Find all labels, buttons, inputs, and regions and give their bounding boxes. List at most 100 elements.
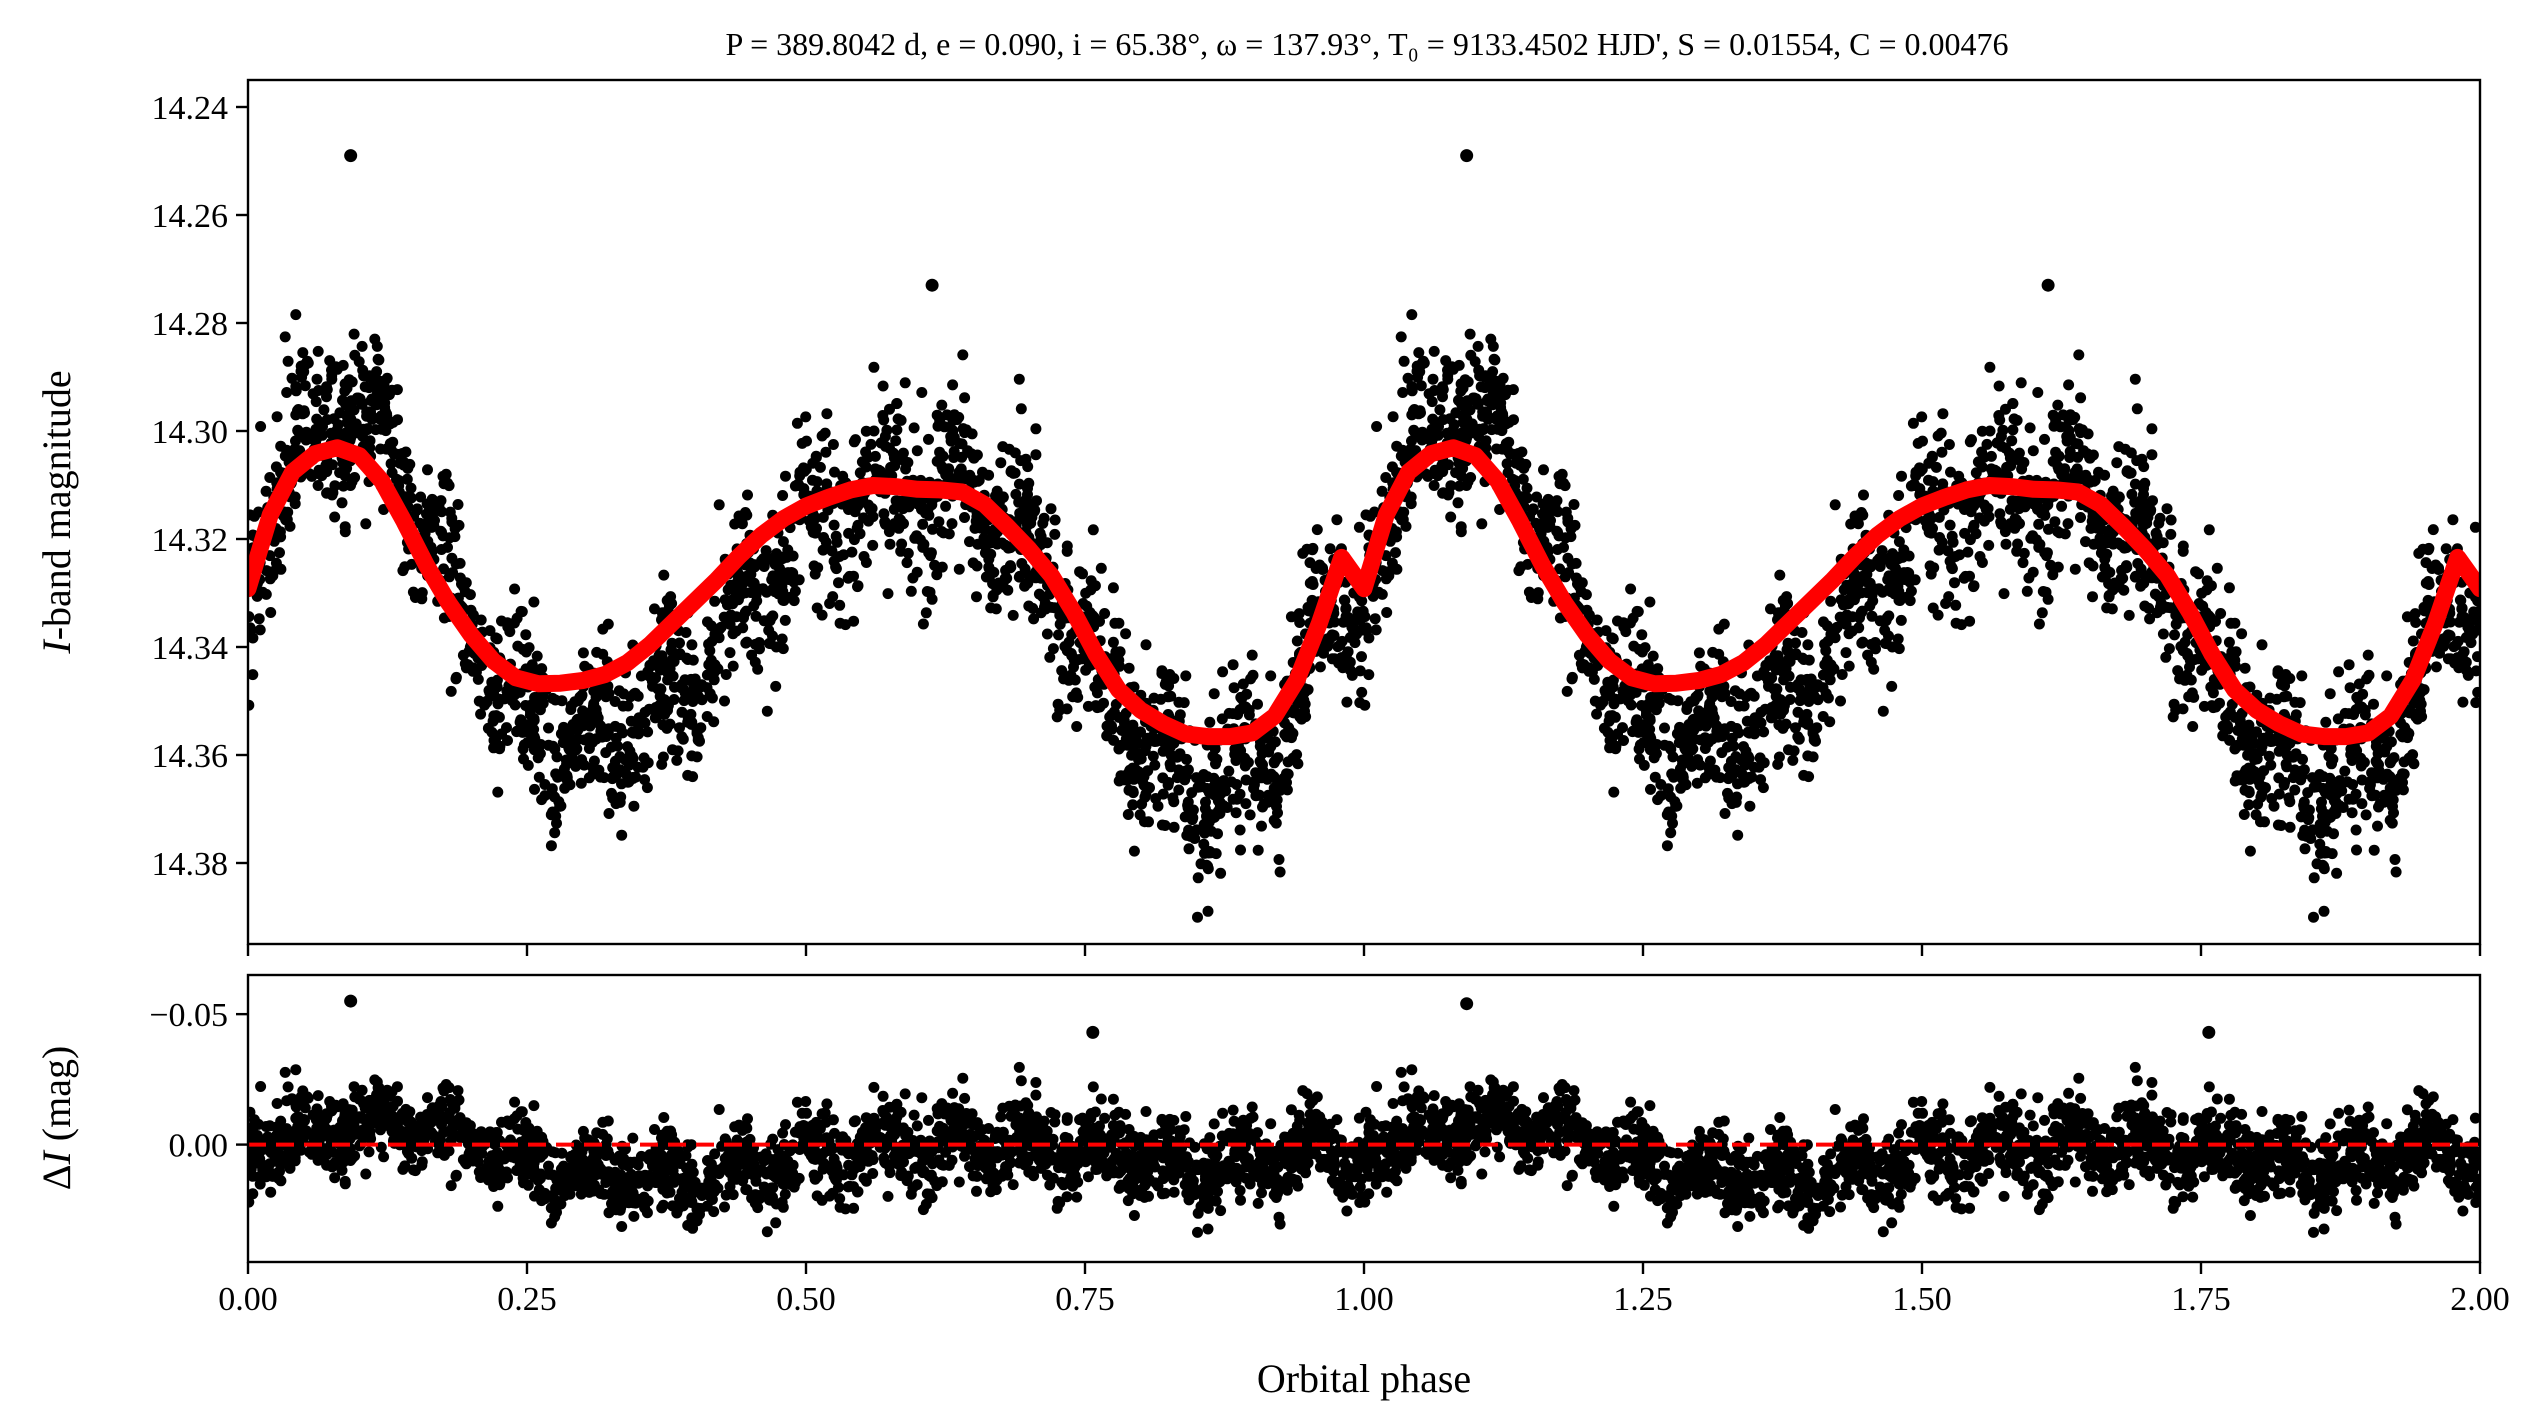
data-point	[1595, 699, 1606, 711]
data-point	[2403, 752, 2415, 764]
data-point	[685, 708, 697, 720]
data-point	[1923, 474, 1934, 486]
data-point	[1777, 595, 1789, 606]
data-point	[1192, 911, 1203, 923]
data-point	[2099, 562, 2111, 574]
residual-point	[779, 1188, 791, 1200]
data-point	[440, 476, 452, 488]
y-tick-label: 14.32	[152, 522, 229, 559]
data-point	[1632, 606, 1644, 618]
data-point	[1268, 757, 1280, 769]
data-point	[1583, 609, 1595, 621]
data-point	[1234, 824, 1246, 836]
data-point	[1340, 653, 1352, 665]
data-point	[691, 724, 703, 736]
data-point	[1402, 372, 1414, 384]
data-point	[539, 779, 551, 790]
data-point	[296, 371, 308, 383]
data-point	[1072, 654, 1084, 666]
data-point	[1531, 491, 1543, 503]
data-point	[386, 445, 398, 457]
data-point	[1719, 688, 1731, 699]
data-point	[1554, 563, 1566, 575]
data-point	[482, 722, 494, 734]
data-point	[657, 662, 669, 674]
data-point	[528, 714, 540, 726]
data-point	[2325, 811, 2337, 823]
data-point	[2249, 754, 2260, 765]
data-point	[1755, 774, 1767, 786]
data-point	[852, 519, 864, 531]
data-point	[558, 728, 570, 740]
y-label-rest: -band magnitude	[34, 370, 79, 640]
data-point	[2351, 844, 2362, 856]
data-point	[1936, 446, 1948, 458]
data-point	[1433, 421, 1444, 432]
data-point	[1369, 613, 1381, 625]
data-point	[959, 512, 970, 523]
data-point	[868, 425, 880, 437]
data-point	[661, 595, 673, 606]
data-point	[1591, 614, 1603, 626]
data-point	[1773, 751, 1785, 763]
data-point	[2039, 433, 2050, 445]
data-point	[1133, 754, 1144, 765]
data-point	[299, 359, 311, 371]
data-point	[1825, 595, 1837, 607]
data-point	[600, 731, 612, 742]
data-point	[860, 425, 872, 437]
residual-point	[1071, 1191, 1083, 1203]
data-point	[2472, 651, 2480, 663]
data-point	[1803, 654, 1815, 666]
data-point	[371, 340, 383, 352]
data-point	[1432, 429, 1444, 441]
data-point	[1945, 466, 1956, 478]
data-point	[1381, 607, 1393, 618]
data-point	[1162, 691, 1174, 703]
data-point	[1182, 802, 1194, 814]
data-point	[1886, 641, 1898, 653]
data-point	[877, 380, 889, 392]
data-point	[1620, 686, 1632, 698]
data-point	[1408, 405, 1419, 417]
data-point	[880, 440, 891, 452]
y-tick-label: 14.26	[152, 198, 229, 235]
data-point	[1109, 617, 1121, 629]
data-point	[577, 647, 589, 659]
data-point	[933, 516, 945, 528]
data-point	[336, 497, 348, 509]
data-point	[1602, 690, 1614, 702]
data-point	[2215, 608, 2227, 619]
data-point	[2121, 466, 2133, 478]
data-point	[1304, 557, 1316, 569]
data-point	[2222, 709, 2234, 721]
data-point	[264, 573, 276, 585]
residual-point	[492, 1200, 504, 1212]
data-point	[2277, 743, 2289, 755]
data-point	[1946, 530, 1958, 542]
data-point	[646, 660, 658, 671]
data-point	[2085, 522, 2097, 534]
data-point	[1215, 867, 1227, 879]
data-point	[1608, 786, 1620, 798]
data-point	[2177, 703, 2189, 715]
data-point	[895, 545, 907, 557]
data-point	[1201, 771, 1213, 783]
data-point	[954, 438, 965, 449]
data-point	[422, 464, 433, 476]
data-point	[1669, 796, 1681, 808]
residual-point	[719, 1201, 730, 1213]
data-point	[312, 345, 324, 357]
light-curve-panel: 14.2414.2614.2814.3014.3214.3414.3614.38…	[34, 78, 2482, 956]
data-point	[651, 711, 663, 722]
data-point	[2132, 558, 2144, 569]
data-point	[696, 679, 708, 691]
data-point	[842, 572, 854, 584]
data-point	[1693, 647, 1705, 659]
data-point	[316, 429, 328, 441]
data-point	[1693, 720, 1705, 732]
data-point	[1887, 553, 1898, 565]
data-point	[671, 754, 683, 766]
data-point	[358, 370, 370, 382]
data-point	[2381, 670, 2393, 682]
